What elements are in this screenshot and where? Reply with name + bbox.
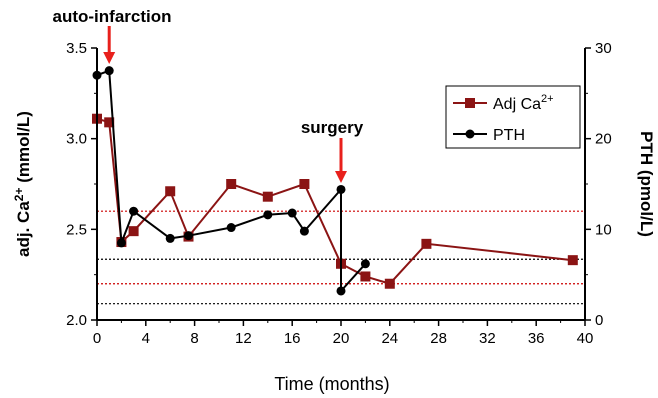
ca-data-point: [104, 117, 115, 128]
pth-data-point: [184, 231, 193, 241]
x-tick-label: 8: [190, 330, 198, 347]
pth-series-line-1: [96, 69, 342, 291]
x-tick-label: 40: [577, 330, 594, 347]
pth-data-point: [287, 208, 297, 218]
pth-data-point: [263, 210, 273, 220]
x-tick-label: 20: [333, 330, 350, 347]
legend-ca-label: Adj Ca2+: [493, 93, 554, 113]
x-tick-label: 0: [93, 330, 101, 347]
left-y-tick-label: 3.5: [66, 40, 87, 57]
annotations: auto-infarction surgery: [53, 7, 364, 183]
legend-ca-marker: [465, 98, 475, 108]
ca-data-point: [128, 226, 139, 237]
x-tick-label: 12: [235, 330, 252, 347]
right-y-tick-label: 0: [595, 312, 603, 329]
x-tick-label: 24: [381, 330, 398, 347]
annotation-arrow-head-1: [103, 52, 116, 64]
annotation-label-1: auto-infarction: [53, 7, 172, 26]
pth-data-point: [336, 184, 346, 194]
ca-data-point: [299, 179, 310, 189]
ca-data-point: [226, 179, 237, 189]
left-y-tick-label: 3.0: [66, 131, 87, 148]
x-tick-label: 28: [430, 330, 447, 347]
ca-data-point: [384, 278, 395, 289]
x-tick-label: 36: [528, 330, 545, 347]
ca-data-point: [262, 191, 273, 202]
ca-data-point: [360, 271, 371, 282]
right-y-axis-title: PTH (pmol/L): [637, 131, 656, 237]
left-y-axis-title: adj. Ca2+ (mmol/L): [12, 111, 33, 257]
legend-pth-marker: [465, 129, 475, 139]
annotation-arrow-head-2: [335, 171, 347, 183]
right-y-tick-label: 20: [595, 131, 612, 148]
pth-data-point: [116, 238, 126, 248]
legend-pth-label: PTH: [493, 127, 525, 144]
pth-data-point: [299, 226, 309, 236]
x-tick-label: 16: [284, 330, 301, 347]
ca-data-point: [567, 255, 578, 266]
legend: Adj Ca2+ PTH: [445, 85, 581, 149]
x-axis-title: Time (months): [274, 374, 389, 394]
pth-data-point: [336, 286, 346, 296]
left-y-tick-label: 2.0: [66, 312, 87, 329]
ca-data-point: [165, 186, 176, 197]
right-y-tick-label: 30: [595, 40, 612, 57]
pth-data-point: [360, 259, 370, 269]
x-tick-label: 32: [479, 330, 496, 347]
ca-data-point: [421, 238, 432, 249]
pth-data-point: [104, 66, 114, 76]
pth-series-line-2: [340, 263, 367, 292]
right-y-tick-label: 10: [595, 221, 612, 238]
pth-data-point: [226, 223, 236, 233]
x-tick-label: 4: [142, 330, 150, 347]
pth-data-point: [165, 233, 175, 243]
annotation-label-2: surgery: [301, 118, 364, 137]
left-y-tick-label: 2.5: [66, 221, 87, 238]
pth-data-point: [129, 206, 139, 216]
ticks: 0 4 8 12 16 20 24 28 32 36 40 2.0 2.5 3.0 3.5 0 10 20 30: [66, 40, 612, 347]
series-layer: [92, 66, 578, 296]
